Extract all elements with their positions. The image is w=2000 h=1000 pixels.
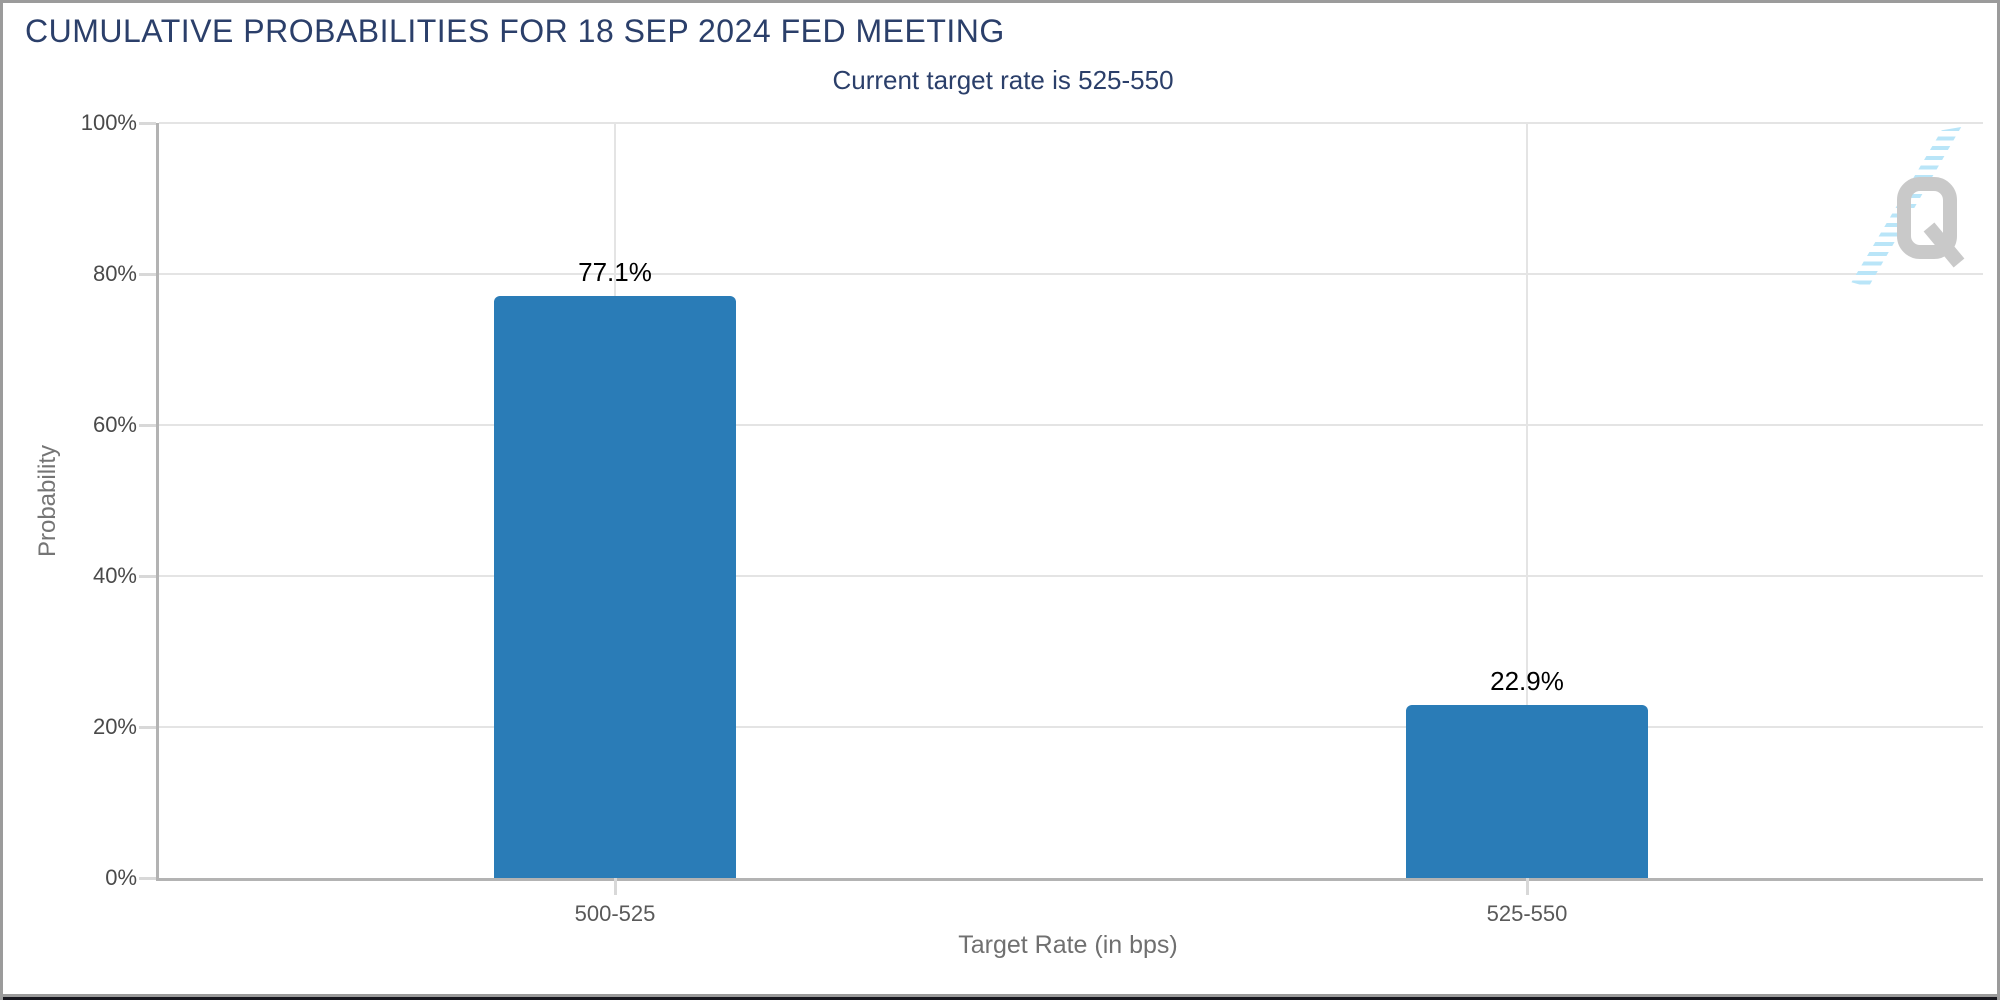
- y-tick-label: 80%: [92, 261, 137, 286]
- y-tick-label: 40%: [92, 563, 137, 588]
- category-gridline: [1526, 123, 1528, 878]
- chart-subtitle: Current target rate is 525-550: [832, 65, 1174, 95]
- logo-q-icon: [1897, 177, 1965, 268]
- y-gridline: [159, 575, 1983, 577]
- bar-value-label: 22.9%: [1490, 666, 1564, 697]
- bar-500-525: [494, 295, 736, 878]
- y-axis-tick: [139, 877, 156, 880]
- y-gridline: [159, 726, 1983, 728]
- y-gridline: [159, 122, 1983, 124]
- y-gridline: [159, 273, 1983, 275]
- y-axis-tick: [139, 122, 156, 125]
- plot-area: 0% 20% 40% 60% 80% 100% 77.1% 500-525 22.9% 525-5…: [81, 110, 1983, 926]
- x-tick-label: 500-525: [574, 901, 656, 926]
- y-axis-title: Probability: [34, 444, 61, 558]
- y-axis-tick: [139, 424, 156, 427]
- x-axis-title: Target Rate (in bps): [958, 931, 1178, 959]
- y-axis-tick: [139, 273, 156, 276]
- y-tick-label: 0%: [105, 865, 137, 890]
- bar-525-550: [1406, 705, 1648, 878]
- quikstrike-logo: [1849, 127, 1971, 292]
- y-axis-tick: [139, 726, 156, 729]
- y-axis-tick: [139, 575, 156, 578]
- x-axis-tick: [614, 878, 617, 895]
- y-tick-label: 100%: [80, 110, 137, 135]
- chart-title: CUMULATIVE PROBABILITIES FOR 18 SEP 2024…: [25, 13, 1005, 49]
- x-axis-tick: [1526, 878, 1529, 895]
- y-tick-label: 20%: [92, 714, 137, 739]
- y-tick-label: 60%: [92, 412, 137, 437]
- y-gridline: [159, 424, 1983, 426]
- bottom-border: [3, 994, 1997, 997]
- bottom-strip: [3, 997, 1997, 1000]
- bar-value-label: 77.1%: [578, 256, 652, 287]
- x-tick-label: 525-550: [1486, 901, 1568, 926]
